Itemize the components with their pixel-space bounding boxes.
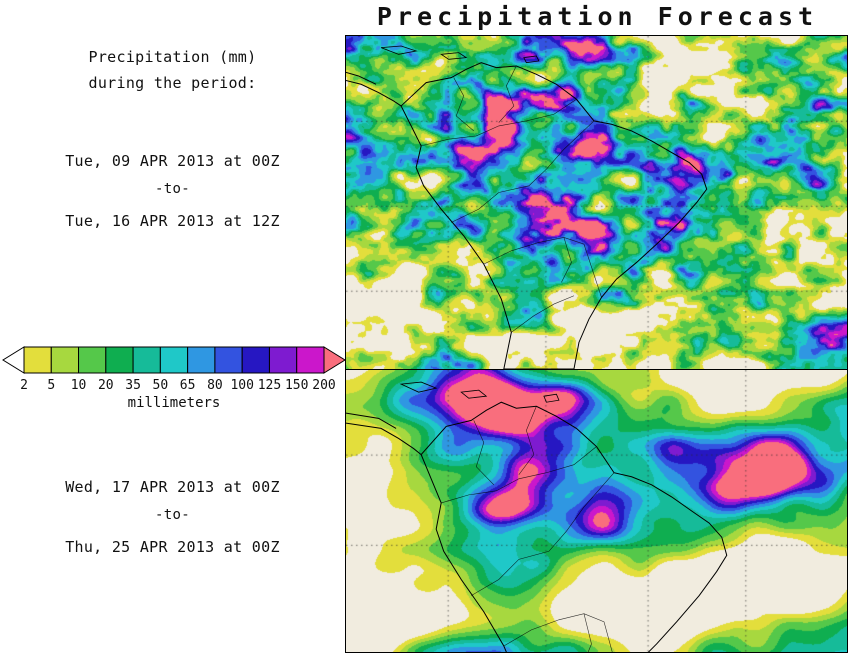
left-panel: Precipitation (mm) during the period: Tu…	[0, 0, 348, 653]
legend-color-cell	[268, 346, 298, 374]
legend-underflow-arrow	[2, 346, 25, 374]
legend-tick-label: 65	[180, 378, 196, 393]
legend-color-cell	[241, 346, 270, 374]
country-borders	[441, 406, 621, 652]
legend-tick-label: 5	[47, 378, 55, 393]
legend-tick-label: 125	[258, 378, 281, 393]
caribbean-islands	[381, 46, 539, 63]
legend-color-cell	[132, 346, 161, 374]
period-2-end: Thu, 25 APR 2013 at 00Z	[65, 538, 280, 556]
legend-tick-label: 10	[71, 378, 87, 393]
legend-color-cell	[23, 346, 52, 374]
period-2-start: Wed, 17 APR 2013 at 00Z	[65, 478, 280, 496]
page-title: Precipitation Forecast	[376, 2, 819, 31]
legend-color-cell	[50, 346, 80, 374]
country-borders	[421, 66, 601, 332]
legend-color-cell	[214, 346, 243, 374]
coastline-overlay-2	[346, 370, 847, 652]
period-1-separator: -to-	[155, 181, 190, 197]
legend-color-cell	[105, 346, 134, 374]
south-america-coastline	[401, 63, 707, 369]
heading-line-2: during the period:	[88, 74, 257, 92]
colorbar-scale: 2 5 10 20 35 50 65 80 100 125 150 200	[2, 346, 346, 393]
legend-tick-label: 80	[207, 378, 223, 393]
precip-field-canvas-1	[346, 36, 847, 369]
legend-color-cell	[78, 346, 107, 374]
legend-unit-label: millimeters	[127, 395, 221, 411]
period-1-start: Tue, 09 APR 2013 at 00Z	[65, 152, 280, 170]
coastline-overlay-1	[346, 36, 847, 369]
central-america-coastline	[346, 71, 401, 106]
legend-color-cell	[159, 346, 189, 374]
legend-tick-label: 100	[230, 378, 253, 393]
period-1-end: Tue, 16 APR 2013 at 12Z	[65, 212, 280, 230]
legend-tick-label: 50	[153, 378, 169, 393]
precip-map-period-2	[345, 369, 848, 653]
legend-color-cell	[187, 346, 216, 374]
legend-overflow-arrow	[323, 346, 346, 374]
legend-tick-label: 20	[98, 378, 114, 393]
central-america-coastline	[346, 412, 421, 454]
south-america-coastline	[421, 402, 727, 652]
period-2-separator: -to-	[155, 507, 190, 523]
legend-tick-label: 35	[125, 378, 141, 393]
legend-tick-label: 2	[20, 378, 28, 393]
legend-tick-label: 150	[285, 378, 308, 393]
precip-field-canvas-2	[346, 370, 847, 652]
caribbean-islands	[401, 382, 559, 402]
precip-map-period-1	[345, 35, 848, 370]
colorbar-legend: 2 5 10 20 35 50 65 80 100 125 150 200 millimeters	[0, 343, 348, 411]
legend-tick-label: 200	[312, 378, 335, 393]
heading-line-1: Precipitation (mm)	[88, 48, 257, 66]
legend-color-cell	[296, 346, 325, 374]
